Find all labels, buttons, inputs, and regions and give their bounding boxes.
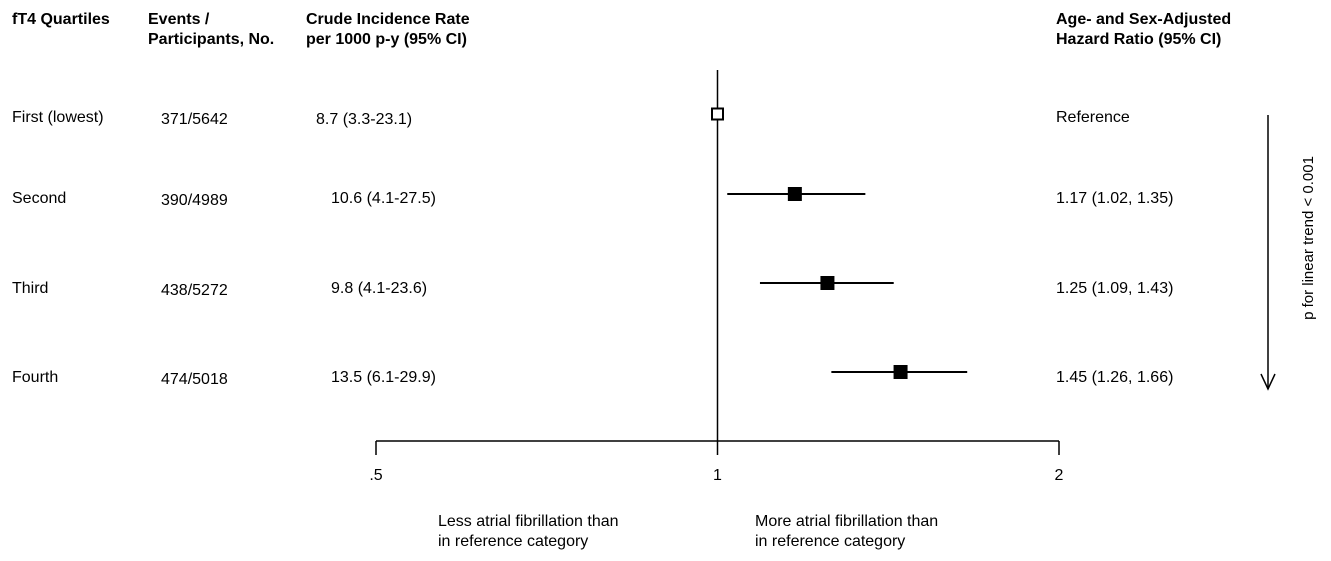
row-events-value: 438/5272: [161, 282, 228, 299]
header-crude-rate: Crude Incidence Rate per 1000 p-y (95% C…: [306, 11, 470, 48]
trend-label: p for linear trend < 0.001: [1300, 156, 1317, 320]
row-quartile-label: Second: [12, 190, 67, 207]
row-hazard-ratio-text: 1.45 (1.26, 1.66): [1056, 369, 1174, 386]
row-crude-rate-value: 10.6 (4.1-27.5): [331, 190, 436, 207]
row-hazard-ratio-text: Reference: [1056, 109, 1130, 126]
annotation-more-af: More atrial fibrillation than in referen…: [755, 513, 939, 550]
row-crude-rate-value: 8.7 (3.3-23.1): [316, 111, 413, 128]
row-events-value: 390/4989: [161, 192, 228, 209]
trend-arrow-head: [1260, 373, 1276, 391]
row-hazard-ratio-text: 1.25 (1.09, 1.43): [1056, 280, 1174, 297]
x-axis-tick-label: 1: [713, 467, 722, 484]
row-events-value: 474/5018: [161, 371, 228, 388]
trend-indicator: p for linear trend < 0.001: [1260, 115, 1317, 391]
x-axis-tick-label: .5: [369, 467, 382, 484]
row-events-value: 371/5642: [161, 111, 228, 128]
hazard-ratio-marker: [893, 365, 908, 379]
header-quartiles: fT4 Quartiles: [12, 11, 110, 28]
reference-point-marker: [711, 107, 724, 121]
hazard-ratio-marker: [787, 187, 802, 201]
x-axis-tick-label: 2: [1055, 467, 1064, 484]
annotation-less-af: Less atrial fibrillation than in referen…: [438, 513, 619, 550]
header-events: Events / Participants, No.: [148, 11, 275, 48]
hazard-ratio-marker: [820, 276, 835, 290]
header-hazard-ratio: Age- and Sex-Adjusted Hazard Ratio (95% …: [1056, 11, 1232, 48]
forest-plot-marks: [711, 107, 968, 379]
row-hazard-ratio-text: 1.17 (1.02, 1.35): [1056, 190, 1174, 207]
row-crude-rate-value: 9.8 (4.1-23.6): [331, 280, 428, 297]
row-crude-rate-value: 13.5 (6.1-29.9): [331, 369, 436, 386]
row-quartile-label: Fourth: [12, 369, 59, 386]
row-quartile-label: Third: [12, 280, 49, 297]
x-axis: .5 1 2: [369, 440, 1064, 484]
row-quartile-label: First (lowest): [12, 109, 104, 126]
